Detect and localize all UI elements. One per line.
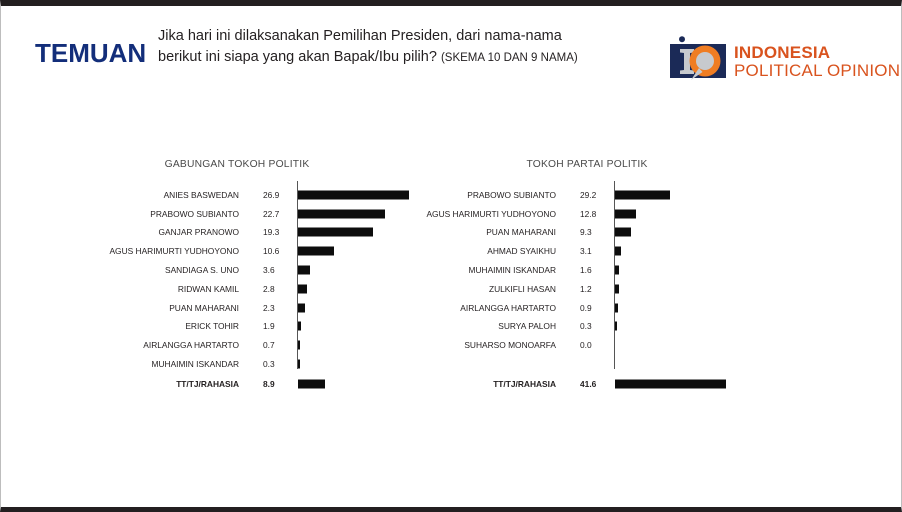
svg-text:POLITICAL OPINION: POLITICAL OPINION [734,61,900,80]
svg-text:INDONESIA: INDONESIA [734,43,830,62]
